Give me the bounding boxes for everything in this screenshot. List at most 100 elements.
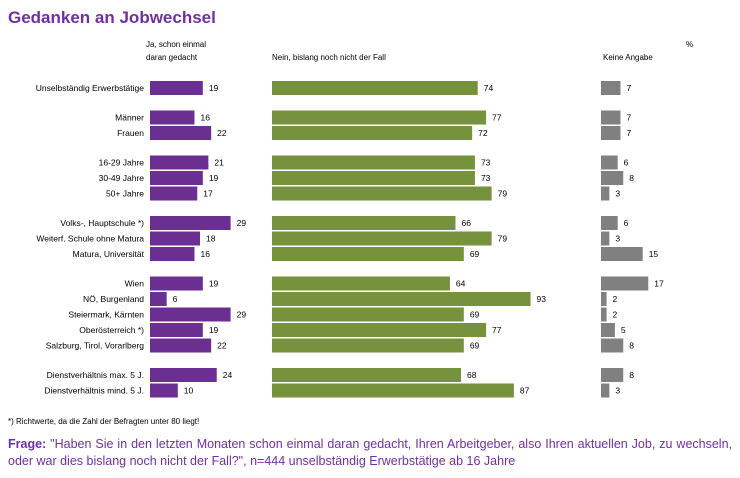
- chart-title: Gedanken an Jobwechsel: [8, 8, 216, 27]
- legend-no: Nein, bislang noch nicht der Fall: [272, 53, 386, 62]
- data-label: 2: [613, 294, 618, 304]
- data-label: 16: [200, 113, 210, 123]
- data-label: 2: [613, 310, 618, 320]
- category-label: Unselbständig Erwerbstätige: [36, 83, 144, 93]
- data-label: 73: [481, 158, 491, 168]
- bar-yes: [150, 81, 203, 95]
- category-label: Dienstverhältnis max. 5 J.: [47, 370, 144, 380]
- question-text: Frage: "Haben Sie in den letzten Monaten…: [8, 436, 732, 470]
- data-label: 6: [624, 158, 629, 168]
- bar-yes: [150, 247, 195, 261]
- bar-yes: [150, 155, 209, 170]
- bar-no: [272, 323, 487, 337]
- bar-no-answer: [601, 81, 621, 95]
- data-label: 16: [200, 249, 210, 259]
- data-label: 7: [626, 83, 631, 93]
- legend-yes-line1: Ja, schon einmal: [146, 40, 206, 49]
- data-label: 69: [470, 310, 480, 320]
- bar-no: [272, 307, 464, 322]
- bar-yes: [150, 292, 167, 306]
- bar-no: [272, 292, 531, 306]
- bar-yes: [150, 110, 195, 125]
- bar-no: [272, 368, 462, 382]
- bar-yes: [150, 186, 198, 201]
- bar-no: [272, 216, 456, 230]
- bar-no-answer: [601, 247, 643, 261]
- bar-no-answer: [601, 186, 610, 201]
- bar-no-answer: [601, 231, 610, 246]
- data-label: 5: [621, 325, 626, 335]
- bar-yes: [150, 231, 201, 246]
- legend-yes-line2: daran gedacht: [146, 53, 198, 62]
- bar-no-answer: [601, 276, 649, 291]
- data-label: 87: [520, 386, 530, 396]
- bar-no-answer: [601, 126, 621, 140]
- data-label: 17: [203, 189, 213, 199]
- data-label: 15: [649, 249, 659, 259]
- data-label: 74: [484, 83, 494, 93]
- category-label: Steiermark, Kärnten: [68, 310, 144, 320]
- bar-yes: [150, 276, 203, 291]
- bar-no: [272, 155, 475, 170]
- bar-yes: [150, 368, 217, 382]
- data-label: 21: [214, 158, 224, 168]
- category-label: 30-49 Jahre: [99, 173, 145, 183]
- bar-no: [272, 110, 487, 125]
- data-label: 79: [498, 234, 508, 244]
- category-label: Oberösterreich *): [79, 325, 144, 335]
- category-label: Frauen: [117, 128, 144, 138]
- bar-no-answer: [601, 171, 624, 185]
- bar-yes: [150, 126, 212, 140]
- bar-no-answer: [601, 292, 607, 306]
- data-label: 10: [184, 386, 194, 396]
- category-label: 16-29 Jahre: [99, 158, 145, 168]
- data-label: 29: [237, 218, 247, 228]
- data-label: 22: [217, 128, 227, 138]
- category-label: Volks-, Hauptschule *): [60, 218, 144, 228]
- legend-no-answer: Keine Angabe: [603, 53, 653, 62]
- bar-yes: [150, 383, 178, 398]
- bar-yes: [150, 171, 203, 185]
- data-label: 17: [654, 279, 664, 289]
- bar-no-answer: [601, 323, 615, 337]
- category-label: Wien: [125, 279, 145, 289]
- data-label: 69: [470, 341, 480, 351]
- question-label: Frage:: [8, 437, 47, 451]
- chart: Gedanken an Jobwechsel % Ja, schon einma…: [8, 8, 693, 426]
- data-label: 8: [629, 173, 634, 183]
- bar-no: [272, 247, 464, 261]
- bar-no-answer: [601, 155, 618, 170]
- bar-no-answer: [601, 216, 618, 230]
- bar-yes: [150, 338, 212, 353]
- data-label: 8: [629, 370, 634, 380]
- data-label: 79: [498, 189, 508, 199]
- data-label: 93: [537, 294, 547, 304]
- category-label: 50+ Jahre: [106, 189, 144, 199]
- bar-yes: [150, 307, 231, 322]
- bar-no: [272, 126, 473, 140]
- unit-label: %: [686, 40, 693, 49]
- bar-no: [272, 338, 464, 353]
- bar-no-answer: [601, 307, 607, 322]
- data-label: 77: [492, 113, 502, 123]
- data-label: 66: [461, 218, 471, 228]
- data-label: 24: [223, 370, 233, 380]
- data-label: 18: [206, 234, 216, 244]
- bar-no-answer: [601, 338, 624, 353]
- data-label: 19: [209, 279, 219, 289]
- data-label: 72: [478, 128, 488, 138]
- data-label: 64: [456, 279, 466, 289]
- data-label: 68: [467, 370, 477, 380]
- category-label: Matura, Universität: [73, 249, 145, 259]
- data-label: 19: [209, 83, 219, 93]
- data-label: 6: [173, 294, 178, 304]
- data-label: 19: [209, 325, 219, 335]
- bar-no: [272, 81, 478, 95]
- data-label: 3: [615, 234, 620, 244]
- data-label: 22: [217, 341, 227, 351]
- bar-no: [272, 186, 492, 201]
- data-label: 29: [237, 310, 247, 320]
- bar-no-answer: [601, 110, 621, 125]
- bar-no-answer: [601, 383, 610, 398]
- data-label: 69: [470, 249, 480, 259]
